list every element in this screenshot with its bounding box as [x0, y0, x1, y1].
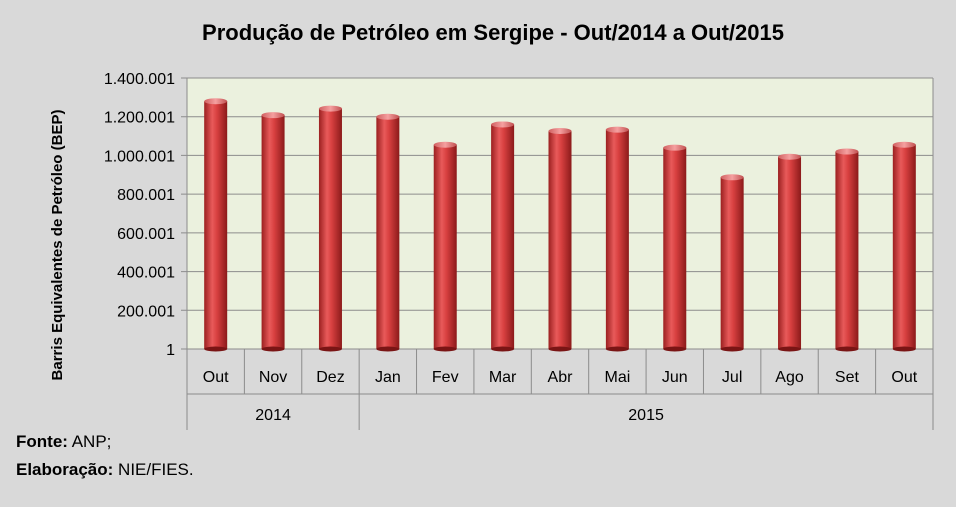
y-tick-label: 1.000.001: [104, 148, 175, 165]
x-axis-ticks: Out Nov Dez Jan Fev Mar Abr Mai Jun Jul Ago Set Out: [187, 349, 933, 395]
x-tick-label: Ago: [775, 369, 804, 386]
bar-base: [548, 346, 572, 352]
y-axis-label: Barris Equivalentes de Petróleo (BEP): [49, 110, 66, 381]
bar: [892, 141, 916, 352]
year-groups: 2014 2015: [255, 394, 664, 430]
bar: [835, 148, 859, 352]
x-tick-label: Fev: [432, 369, 459, 386]
x-tick-label: Mai: [604, 369, 630, 386]
bar: [318, 105, 342, 352]
y-tick-label: 1.200.001: [104, 110, 175, 127]
x-tick-label: Dez: [316, 369, 344, 386]
bar-base: [892, 346, 916, 352]
bar: [548, 128, 572, 352]
bar-body: [778, 156, 802, 349]
bar-body: [376, 116, 400, 349]
year-group-label: 2014: [255, 407, 291, 424]
y-tick-label: 1.400.001: [104, 71, 175, 88]
bar-cap: [433, 141, 457, 148]
bar-cap: [548, 128, 572, 135]
y-tick-label: 1: [166, 342, 175, 359]
bar: [663, 144, 687, 352]
bar-body: [892, 144, 916, 349]
bar-body: [720, 177, 744, 349]
bar-cap: [663, 144, 687, 151]
x-tick-label: Nov: [259, 369, 287, 386]
bar: [720, 174, 744, 352]
x-tick-label: Jul: [722, 369, 742, 386]
y-tick-label: 600.001: [117, 226, 175, 243]
bar-cap: [204, 98, 228, 105]
bars: [204, 98, 916, 352]
bar-base: [605, 346, 629, 352]
bar-body: [204, 101, 228, 350]
bar-body: [433, 144, 457, 349]
x-tick-label: Mar: [489, 369, 517, 386]
year-group-label: 2015: [628, 407, 664, 424]
source-label: Fonte:: [16, 432, 68, 451]
bar-cap: [835, 148, 859, 155]
bar-body: [491, 124, 515, 349]
x-tick-label: Abr: [548, 369, 574, 386]
bar: [433, 141, 457, 352]
bar-base: [318, 346, 342, 352]
bar-base: [261, 346, 285, 352]
y-tick-label: 800.001: [117, 187, 175, 204]
bar-body: [261, 115, 285, 349]
bar: [204, 98, 228, 352]
y-tick-label: 200.001: [117, 303, 175, 320]
bar-body: [605, 129, 629, 349]
bar-body: [548, 131, 572, 349]
elaboration-line: Elaboração: NIE/FIES.: [16, 460, 194, 480]
source-line: Fonte: ANP;: [16, 432, 111, 452]
bar: [605, 126, 629, 352]
elaboration-label: Elaboração:: [16, 460, 114, 479]
bar-base: [663, 346, 687, 352]
bar: [376, 113, 400, 352]
bar: [778, 153, 802, 352]
bar: [491, 121, 515, 352]
bar-base: [204, 346, 228, 352]
bar-body: [663, 147, 687, 349]
bar-cap: [261, 112, 285, 119]
bar-base: [720, 346, 744, 352]
x-tick-label: Jan: [375, 369, 401, 386]
x-tick-label: Out: [203, 369, 229, 386]
bar-base: [491, 346, 515, 352]
bar-cap: [318, 105, 342, 112]
y-tick-label: 400.001: [117, 265, 175, 282]
x-tick-label: Out: [891, 369, 917, 386]
bar-cap: [892, 141, 916, 148]
bar-base: [835, 346, 859, 352]
bar-body: [835, 151, 859, 349]
bar-base: [778, 346, 802, 352]
bar-cap: [605, 126, 629, 133]
bar: [261, 112, 285, 352]
bar-cap: [491, 121, 515, 128]
x-tick-label: Set: [835, 369, 860, 386]
chart-title: Produção de Petróleo em Sergipe - Out/20…: [202, 20, 784, 45]
bar-body: [318, 108, 342, 350]
elaboration-value: NIE/FIES.: [113, 460, 194, 479]
bar-base: [376, 346, 400, 352]
source-value: ANP;: [67, 432, 112, 451]
x-tick-label: Jun: [662, 369, 688, 386]
y-axis-ticks: 1 200.001 400.001 600.001 800.001 1.000.001 1.…: [104, 71, 175, 359]
bar-cap: [376, 113, 400, 120]
bar-base: [433, 346, 457, 352]
bar-cap: [720, 174, 744, 181]
bar-cap: [778, 153, 802, 160]
